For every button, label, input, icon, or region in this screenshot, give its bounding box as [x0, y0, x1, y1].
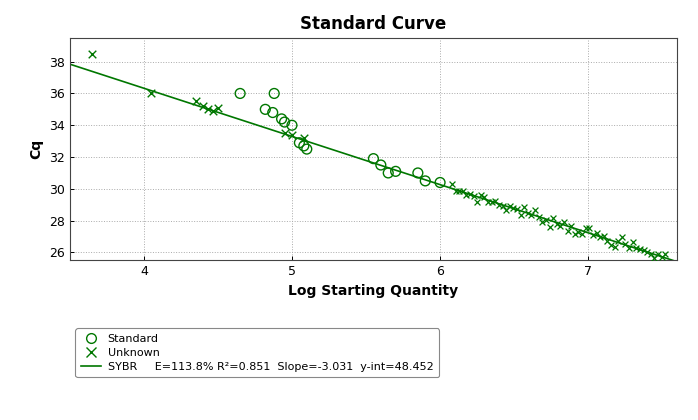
Point	[468, 192, 480, 199]
Point	[631, 244, 642, 251]
Point	[533, 213, 544, 220]
Point	[573, 228, 584, 235]
Point	[286, 122, 297, 129]
Point	[419, 178, 431, 184]
Point	[479, 194, 490, 201]
Point	[570, 231, 581, 238]
Point	[555, 223, 566, 229]
Point	[260, 106, 271, 113]
Point	[587, 232, 598, 239]
Point	[613, 238, 624, 245]
Point	[620, 241, 631, 247]
Point	[461, 192, 472, 199]
Point	[584, 225, 595, 231]
Point	[472, 198, 483, 205]
Point	[454, 187, 465, 194]
Point	[609, 243, 621, 250]
Point	[537, 219, 548, 226]
Point	[522, 210, 533, 216]
Point	[562, 228, 573, 234]
Point	[279, 130, 290, 136]
Point	[616, 234, 628, 241]
Point	[605, 242, 616, 249]
Point	[302, 146, 313, 152]
Point	[508, 205, 519, 212]
Point	[598, 233, 609, 240]
Point	[434, 179, 445, 186]
Point	[648, 255, 660, 262]
Point	[493, 201, 505, 208]
Point	[486, 199, 497, 205]
Point	[540, 217, 551, 223]
Point	[500, 207, 512, 214]
Point	[638, 247, 649, 253]
Point	[464, 191, 475, 198]
Point	[515, 212, 526, 218]
Point	[482, 199, 493, 205]
Point	[202, 106, 213, 113]
Point	[286, 131, 297, 138]
Point	[208, 108, 219, 114]
Point	[551, 220, 563, 227]
Point	[198, 103, 209, 110]
Point	[580, 224, 591, 231]
Point	[267, 109, 279, 116]
Point	[298, 134, 309, 141]
X-axis label: Log Starting Quantity: Log Starting Quantity	[288, 284, 459, 298]
Point	[591, 230, 602, 236]
Point	[497, 202, 508, 209]
Point	[653, 251, 664, 257]
Point	[634, 246, 646, 253]
Y-axis label: Cq: Cq	[29, 139, 43, 159]
Point	[512, 205, 523, 212]
Point	[190, 98, 201, 105]
Point	[457, 187, 468, 194]
Legend: Standard, Unknown, SYBR     E=113.8% R²=0.851  Slope=-3.031  y-int=48.452: Standard, Unknown, SYBR E=113.8% R²=0.85…	[75, 328, 439, 377]
Point	[298, 142, 309, 149]
Point	[627, 239, 638, 245]
Point	[526, 212, 537, 219]
Point	[383, 170, 394, 176]
Point	[602, 238, 613, 244]
Point	[279, 119, 290, 126]
Point	[504, 202, 515, 209]
Point	[413, 170, 424, 176]
Point	[276, 116, 287, 122]
Point	[450, 188, 461, 194]
Point	[645, 251, 656, 257]
Point	[490, 198, 501, 205]
Point	[87, 50, 98, 57]
Point	[519, 204, 530, 211]
Point	[376, 162, 387, 168]
Point	[368, 155, 379, 162]
Point	[660, 251, 671, 258]
Title: Standard Curve: Standard Curve	[300, 16, 447, 34]
Point	[475, 192, 487, 198]
Point	[446, 180, 457, 187]
Point	[641, 249, 653, 256]
Point	[544, 223, 555, 230]
Point	[269, 90, 280, 97]
Point	[146, 90, 157, 97]
Point	[595, 234, 606, 241]
Point	[565, 223, 577, 229]
Point	[212, 105, 223, 111]
Point	[235, 90, 246, 97]
Point	[558, 218, 570, 225]
Point	[294, 139, 305, 146]
Point	[623, 244, 634, 251]
Point	[547, 215, 558, 222]
Point	[656, 254, 667, 260]
Point	[530, 206, 541, 213]
Point	[390, 168, 401, 175]
Point	[577, 231, 588, 238]
